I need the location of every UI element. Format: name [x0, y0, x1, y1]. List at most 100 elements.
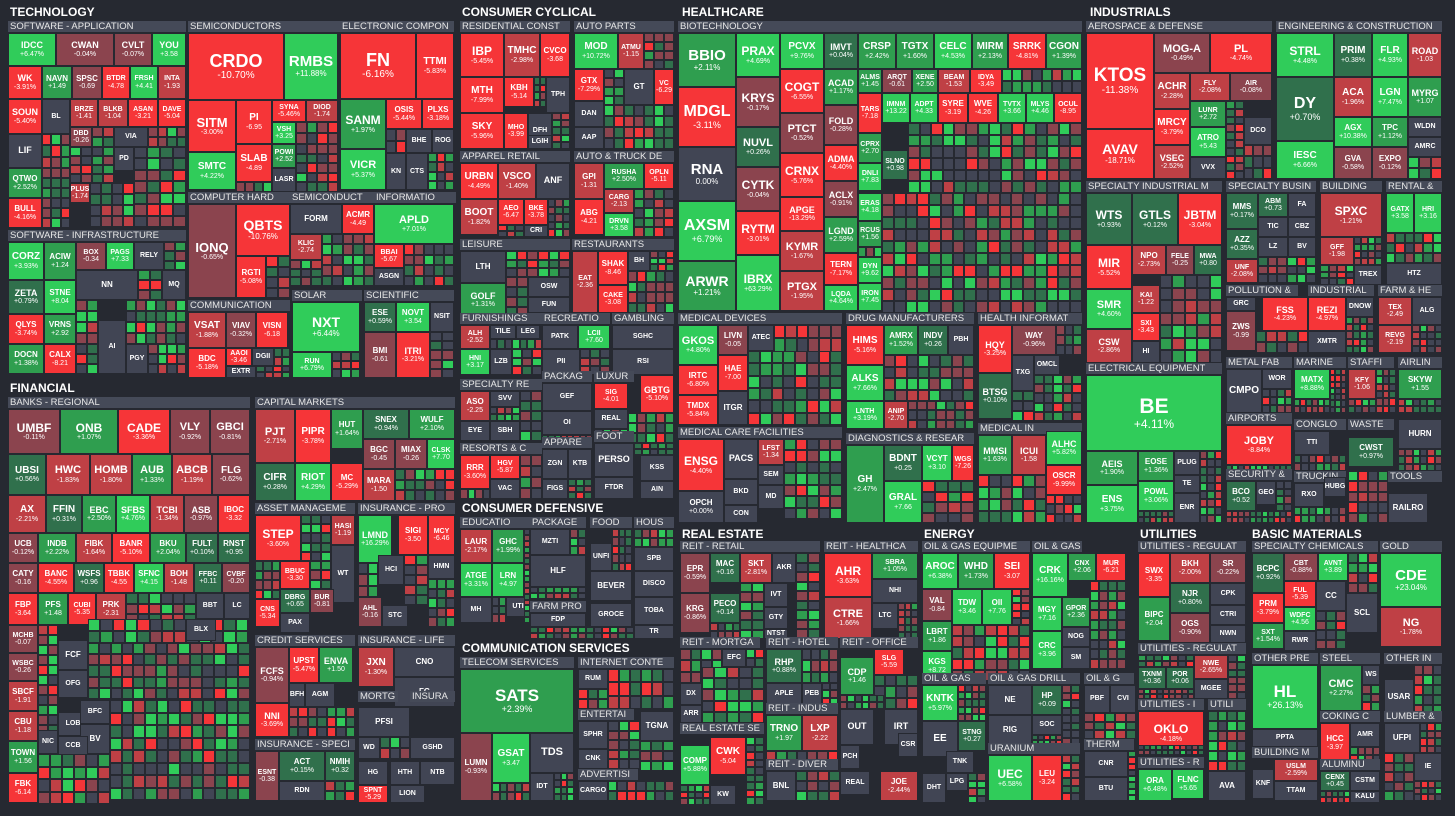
minor-stock-tile[interactable]	[1368, 553, 1378, 563]
minor-stock-tile[interactable]	[806, 363, 819, 376]
minor-stock-tile[interactable]	[290, 277, 301, 286]
stock-tile[interactable]: FCFS -0.94%	[255, 647, 289, 703]
minor-stock-tile[interactable]	[1428, 787, 1435, 795]
stock-tile[interactable]: IDYA -3.49	[970, 69, 1002, 93]
industry-label[interactable]: SPECIALTY RE	[460, 379, 542, 390]
minor-stock-tile[interactable]	[1046, 277, 1059, 289]
minor-stock-tile[interactable]	[446, 588, 455, 599]
stock-tile[interactable]: WHD +1.73%	[958, 553, 994, 589]
minor-stock-tile[interactable]	[695, 785, 703, 792]
stock-tile[interactable]: UMBF -0.11%	[8, 409, 60, 454]
minor-stock-tile[interactable]	[517, 287, 528, 297]
industry-label[interactable]: CREDIT SERVICES	[255, 635, 355, 646]
minor-stock-tile[interactable]	[1128, 751, 1136, 758]
minor-stock-tile[interactable]	[917, 389, 929, 401]
minor-stock-tile[interactable]	[963, 658, 975, 670]
minor-stock-tile[interactable]	[908, 169, 920, 182]
minor-stock-tile[interactable]	[1108, 649, 1117, 660]
minor-stock-tile[interactable]	[567, 787, 574, 794]
minor-stock-tile[interactable]	[952, 205, 965, 217]
minor-stock-tile[interactable]	[726, 678, 740, 690]
minor-stock-tile[interactable]	[1209, 312, 1222, 326]
minor-stock-tile[interactable]	[437, 579, 446, 589]
minor-stock-tile[interactable]	[702, 667, 715, 679]
stock-tile[interactable]: IESC +6.66%	[1276, 141, 1334, 179]
minor-stock-tile[interactable]	[110, 665, 122, 677]
minor-stock-tile[interactable]	[614, 127, 624, 138]
stock-tile[interactable]: ADPT +4.33	[910, 93, 938, 123]
stock-tile[interactable]: LNTH +3.19%	[846, 401, 884, 429]
minor-stock-tile[interactable]	[1046, 289, 1059, 301]
stock-tile[interactable]: LFST -1.34	[758, 439, 784, 465]
minor-stock-tile[interactable]	[1214, 475, 1222, 483]
minor-stock-tile[interactable]	[634, 449, 642, 455]
minor-stock-tile[interactable]	[404, 565, 416, 575]
minor-stock-tile[interactable]	[1284, 389, 1292, 397]
stock-tile[interactable]: RHP +0.88%	[766, 649, 802, 683]
minor-stock-tile[interactable]	[506, 297, 517, 307]
minor-stock-tile[interactable]	[964, 253, 977, 265]
stock-tile[interactable]: TBBK -4.55	[104, 563, 134, 593]
minor-stock-tile[interactable]	[746, 658, 755, 667]
minor-stock-tile[interactable]	[952, 625, 964, 637]
minor-stock-tile[interactable]	[1412, 339, 1420, 346]
minor-stock-tile[interactable]	[618, 529, 626, 538]
minor-stock-tile[interactable]	[350, 360, 360, 370]
minor-stock-tile[interactable]	[317, 122, 328, 133]
minor-stock-tile[interactable]	[524, 599, 530, 606]
minor-stock-tile[interactable]	[1432, 675, 1442, 685]
stock-tile[interactable]: LQDA +4.64%	[824, 285, 858, 311]
minor-stock-tile[interactable]	[562, 221, 570, 230]
minor-stock-tile[interactable]	[166, 643, 178, 655]
minor-stock-tile[interactable]	[702, 791, 710, 799]
stock-tile[interactable]: SLG -5.59	[874, 649, 904, 675]
minor-stock-tile[interactable]	[711, 649, 722, 661]
minor-stock-tile[interactable]	[1138, 511, 1144, 517]
industry-label[interactable]: DIAGNOSTICS & RESEAR	[846, 433, 974, 444]
minor-stock-tile[interactable]	[578, 627, 586, 633]
minor-stock-tile[interactable]	[442, 350, 454, 360]
minor-stock-tile[interactable]	[904, 610, 912, 618]
minor-stock-tile[interactable]	[884, 378, 896, 390]
stock-tile[interactable]: VCYT +3.10	[922, 445, 952, 481]
minor-stock-tile[interactable]	[1284, 397, 1292, 405]
minor-stock-tile[interactable]	[664, 433, 674, 443]
minor-stock-tile[interactable]	[1073, 513, 1082, 523]
stock-tile[interactable]: ALG	[1412, 297, 1442, 325]
minor-stock-tile[interactable]	[559, 251, 570, 260]
minor-stock-tile[interactable]	[238, 775, 250, 788]
stock-tile[interactable]: JXN -1.30%	[358, 647, 394, 687]
minor-stock-tile[interactable]	[540, 99, 546, 107]
minor-stock-tile[interactable]	[103, 147, 114, 156]
minor-stock-tile[interactable]	[755, 759, 764, 768]
minor-stock-tile[interactable]	[1178, 661, 1186, 667]
minor-stock-tile[interactable]	[504, 339, 513, 349]
minor-stock-tile[interactable]	[531, 455, 542, 466]
minor-stock-tile[interactable]	[358, 563, 368, 575]
stock-tile[interactable]: ATGE +3.31%	[460, 563, 492, 597]
minor-stock-tile[interactable]	[561, 127, 570, 135]
minor-stock-tile[interactable]	[1184, 312, 1198, 326]
minor-stock-tile[interactable]	[1398, 456, 1406, 464]
stock-tile[interactable]: IMNM +13.22	[882, 93, 910, 123]
minor-stock-tile[interactable]	[363, 234, 374, 245]
minor-stock-tile[interactable]	[1369, 406, 1376, 413]
stock-tile[interactable]: WOR	[1262, 369, 1292, 389]
minor-stock-tile[interactable]	[1338, 463, 1346, 471]
minor-stock-tile[interactable]	[954, 123, 966, 135]
minor-stock-tile[interactable]	[952, 658, 964, 670]
minor-stock-tile[interactable]	[952, 277, 965, 289]
stock-tile[interactable]: DGII	[252, 348, 274, 366]
minor-stock-tile[interactable]	[395, 490, 405, 501]
minor-stock-tile[interactable]	[301, 515, 311, 525]
minor-stock-tile[interactable]	[311, 524, 321, 534]
minor-stock-tile[interactable]	[666, 251, 674, 258]
stock-tile[interactable]: RSI	[612, 349, 674, 375]
minor-stock-tile[interactable]	[618, 554, 626, 563]
minor-stock-tile[interactable]	[629, 749, 640, 760]
minor-stock-tile[interactable]	[576, 479, 584, 486]
minor-stock-tile[interactable]	[1384, 753, 1394, 763]
minor-stock-tile[interactable]	[1353, 345, 1360, 353]
minor-stock-tile[interactable]	[1034, 499, 1046, 511]
minor-stock-tile[interactable]	[512, 407, 520, 414]
